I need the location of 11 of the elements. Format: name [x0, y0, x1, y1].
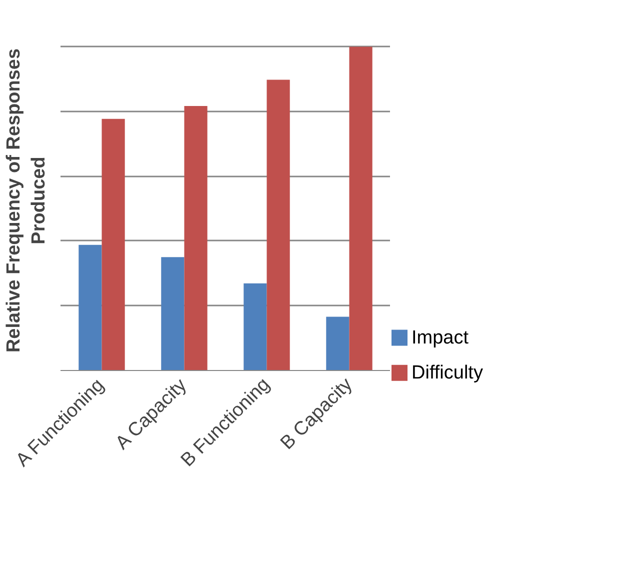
bar — [326, 316, 350, 370]
legend-label: Impact — [412, 327, 470, 348]
bar — [78, 244, 102, 370]
bar — [266, 80, 290, 370]
y-axis-title: Relative Frequency of Responses Produced — [3, 48, 50, 353]
bar — [244, 283, 267, 370]
bar — [349, 46, 372, 370]
bar — [184, 106, 208, 370]
bar — [161, 257, 184, 370]
legend-label: Difficulty — [412, 362, 484, 384]
bar — [102, 118, 125, 370]
